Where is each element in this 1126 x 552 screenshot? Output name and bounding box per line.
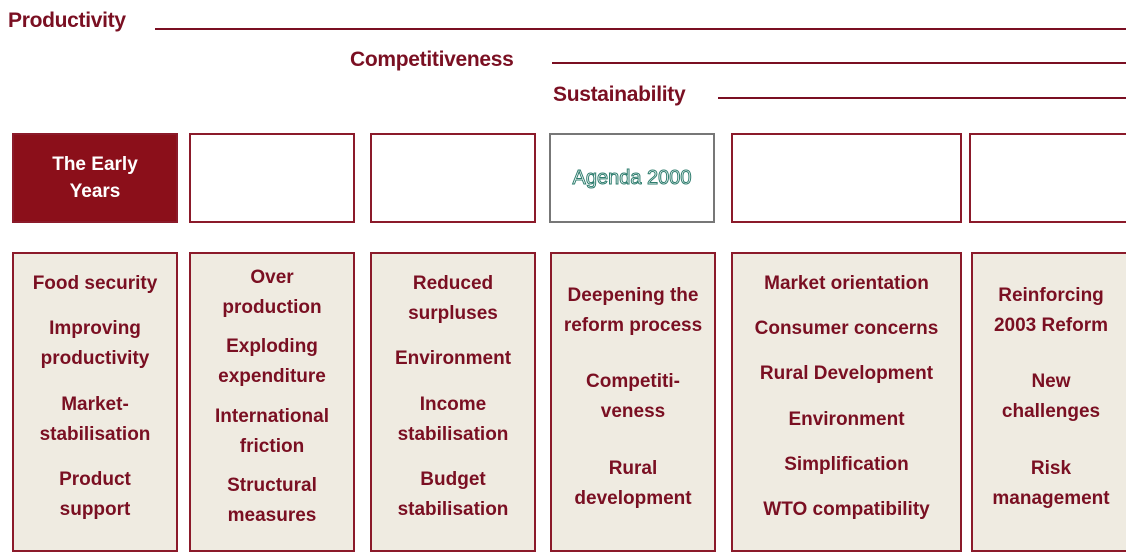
theme-item: Structural measures: [227, 474, 317, 526]
theme-item: Risk management: [992, 457, 1110, 509]
header-line: [155, 28, 1126, 30]
period-box: The Early Years: [12, 133, 178, 223]
theme-column: Over production Exploding expenditure Inte…: [189, 252, 355, 552]
theme-item: Budget stabilisation: [397, 468, 509, 520]
theme-item: Product support: [59, 468, 131, 520]
theme-item: Market orientation: [764, 273, 929, 295]
theme-item: New challenges: [1001, 371, 1101, 422]
theme-column: Reduced surpluses Environment Income stabi…: [370, 252, 536, 552]
theme-item: Food security: [32, 273, 158, 295]
header-line: [718, 97, 1126, 99]
period-box: [189, 133, 355, 223]
header-line: [552, 62, 1126, 64]
theme-item: Exploding expenditure: [218, 336, 326, 388]
theme-item: Reinforcing 2003 Reform: [993, 284, 1109, 336]
period-label: Agenda 2000: [572, 166, 692, 189]
period-label: The Early Years: [52, 154, 138, 202]
period-box: [969, 133, 1126, 223]
theme-column: Reinforcing 2003 Reform New challenges Ris…: [971, 252, 1126, 552]
theme-item: Competiti-veness: [586, 371, 680, 422]
theme-item: International friction: [214, 405, 329, 457]
period-box: [731, 133, 962, 223]
theme-item: Simplification: [784, 453, 909, 475]
theme-item: Deepening the reform process: [563, 284, 703, 336]
period-box: [370, 133, 536, 223]
theme-item: Market-stabilisation: [39, 393, 151, 445]
theme-item: Environment: [394, 348, 512, 370]
theme-item: Over production: [222, 267, 322, 319]
theme-item: WTO compatibility: [763, 498, 930, 520]
theme-item: Income stabilisation: [397, 393, 509, 445]
theme-item: Consumer concerns: [754, 318, 939, 340]
theme-item: Reduced surpluses: [408, 273, 498, 325]
theme-column: Deepening the reform process Competiti-ve…: [550, 252, 716, 552]
theme-item: Improving productivity: [40, 318, 150, 370]
header: Productivity: [8, 9, 126, 32]
theme-item: Rural development: [574, 457, 692, 509]
theme-item: Rural Development: [759, 363, 934, 385]
header: Sustainability: [553, 83, 686, 106]
period-box: Agenda 2000: [549, 133, 715, 223]
theme-item: Environment: [788, 408, 905, 430]
theme-column: Food security Improving productivity Marke…: [12, 252, 178, 552]
theme-column: Market orientation Consumer concerns Rural…: [731, 252, 962, 552]
header: Competitiveness: [350, 48, 514, 71]
